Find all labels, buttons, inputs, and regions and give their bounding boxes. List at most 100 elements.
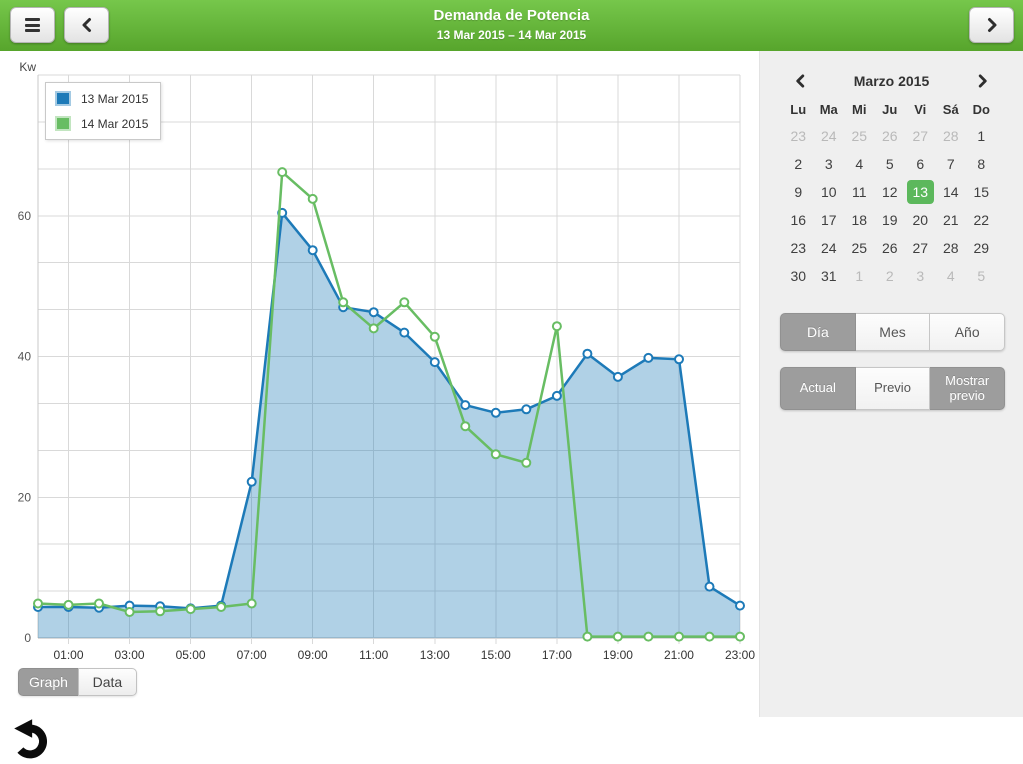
calendar-day-number: 4 (946, 268, 955, 284)
calendar-day[interactable]: 15 (966, 178, 997, 206)
calendar-day-number: 24 (820, 128, 837, 144)
calendar-day[interactable]: 19 (875, 206, 906, 234)
calendar-day[interactable]: 24 (814, 234, 845, 262)
data-point (460, 400, 471, 411)
calendar-day[interactable]: 27 (905, 234, 936, 262)
dia-button[interactable]: Día (780, 313, 856, 351)
calendar-day[interactable]: 23 (783, 122, 814, 150)
back-arrow-icon (14, 719, 47, 759)
calendar-day[interactable]: 4 (936, 262, 967, 290)
calendar-next-month-button[interactable] (974, 72, 991, 90)
calendar-day[interactable]: 2 (783, 150, 814, 178)
data-point (582, 348, 593, 359)
data-point (94, 598, 104, 609)
data-point (521, 457, 532, 468)
calendar-day[interactable]: 14 (936, 178, 967, 206)
calendar-day[interactable]: 27 (905, 122, 936, 150)
calendar-day[interactable]: 29 (966, 234, 997, 262)
calendar-prev-month-button[interactable] (792, 72, 809, 90)
calendar-day-number: 26 (881, 240, 898, 256)
calendar-day-number: 23 (790, 240, 807, 256)
calendar-day[interactable]: 30 (783, 262, 814, 290)
calendar-day[interactable]: 5 (966, 262, 997, 290)
mostrar-previo-button[interactable]: Mostrar previo (930, 367, 1006, 410)
calendar-day[interactable]: 25 (844, 234, 875, 262)
calendar-day[interactable]: 2 (875, 262, 906, 290)
back-button[interactable] (11, 717, 57, 763)
calendar-day[interactable]: 20 (905, 206, 936, 234)
calendar-day[interactable]: 10 (814, 178, 845, 206)
calendar-day[interactable]: 1 (844, 262, 875, 290)
y-tick-label: 40 (18, 350, 32, 364)
x-tick-label: 05:00 (176, 648, 206, 662)
calendar-day[interactable]: 25 (844, 122, 875, 150)
calendar-grid: 23 24 25 26 27 28 1 2 3 4 5 6 7 8 9 10 11 12 13 14 15 16 17 18 1… (783, 122, 1023, 290)
calendar-day[interactable]: 22 (966, 206, 997, 234)
calendar-weekday-label: Ma (819, 102, 838, 117)
calendar-day[interactable]: 5 (875, 150, 906, 178)
data-point (674, 631, 684, 642)
y-axis-unit-label: Kw (19, 60, 36, 74)
calendar-day[interactable]: 17 (814, 206, 845, 234)
data-point (643, 631, 654, 642)
calendar-day[interactable]: 23 (783, 234, 814, 262)
data-point (521, 404, 532, 415)
calendar-day[interactable]: 31 (814, 262, 845, 290)
graph-tab[interactable]: Graph (18, 668, 78, 696)
data-point (612, 631, 623, 642)
x-tick-label: 03:00 (115, 648, 145, 662)
next-period-button[interactable] (969, 7, 1014, 43)
calendar-day[interactable]: 8 (966, 150, 997, 178)
calendar-day[interactable]: 9 (783, 178, 814, 206)
calendar-day-number: 27 (912, 240, 929, 256)
calendar-day[interactable]: 21 (936, 206, 967, 234)
calendar-day-number: 7 (946, 156, 955, 172)
previo-button[interactable]: Previo (855, 367, 931, 410)
calendar-day-number: 10 (820, 184, 837, 200)
legend-swatch-blue (55, 91, 71, 106)
ano-button[interactable]: Año (930, 313, 1006, 351)
calendar-day[interactable]: 11 (844, 178, 875, 206)
chevron-right-icon (978, 74, 987, 88)
calendar-day[interactable]: 12 (875, 178, 906, 206)
data-point (33, 598, 43, 609)
legend-label: 14 Mar 2015 (81, 116, 149, 131)
calendar-day[interactable]: 26 (875, 234, 906, 262)
calendar-day[interactable]: 28 (936, 122, 967, 150)
data-point (674, 354, 684, 365)
calendar-day-number: 31 (820, 268, 837, 284)
calendar-day[interactable]: 7 (936, 150, 967, 178)
data-point (429, 357, 440, 368)
mes-button[interactable]: Mes (855, 313, 931, 351)
data-point (704, 631, 715, 642)
calendar-day[interactable]: 24 (814, 122, 845, 150)
calendar-day[interactable]: 26 (875, 122, 906, 150)
menu-button[interactable] (10, 7, 55, 43)
calendar-day[interactable]: 6 (905, 150, 936, 178)
calendar-day-selected[interactable]: 13 (905, 178, 936, 206)
data-tab[interactable]: Data (77, 668, 137, 696)
calendar-day-number: 26 (881, 128, 898, 144)
data-point (399, 327, 410, 338)
sidebar: Marzo 2015 Lu Ma Mi Ju Vi Sá Do 23 24 25 26 27 28 1 2… (759, 51, 1023, 717)
calendar-day-number: 5 (977, 268, 986, 284)
app-header: Demanda de Potencia 13 Mar 2015 – 14 Mar… (0, 0, 1023, 51)
calendar-day-number: 27 (912, 128, 929, 144)
calendar-day[interactable]: 3 (814, 150, 845, 178)
calendar-day-number: 11 (851, 184, 867, 200)
data-point (307, 193, 318, 204)
calendar-day[interactable]: 18 (844, 206, 875, 234)
previous-period-button[interactable] (64, 7, 109, 43)
calendar-day[interactable]: 16 (783, 206, 814, 234)
calendar-day[interactable]: 1 (966, 122, 997, 150)
data-point (460, 421, 471, 432)
calendar-day[interactable]: 3 (905, 262, 936, 290)
calendar-day-number: 6 (916, 156, 925, 172)
calendar-day[interactable]: 4 (844, 150, 875, 178)
data-point (490, 407, 501, 418)
data-point (735, 631, 745, 642)
power-demand-chart: Kw 0 20 40 60 01:00 03:00 05:00 07:00 09:00 11:00 1… (18, 60, 756, 662)
calendar-day[interactable]: 28 (936, 234, 967, 262)
calendar-weekday-label: Do (972, 102, 990, 117)
actual-button[interactable]: Actual (780, 367, 856, 410)
